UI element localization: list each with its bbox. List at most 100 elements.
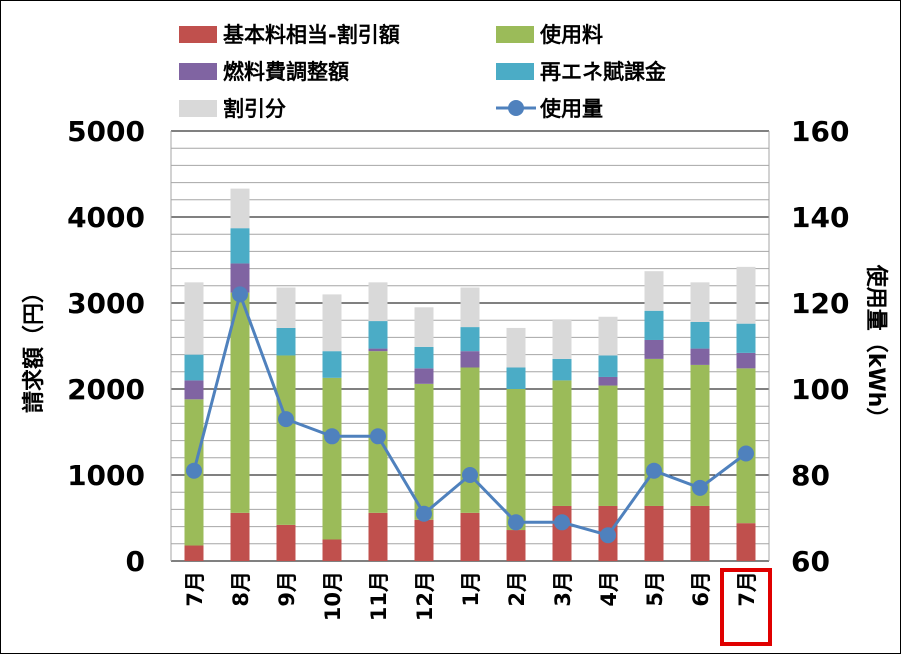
bar-segment [690, 321, 710, 349]
bar-segment [322, 377, 342, 540]
legend-label: 使用量 [539, 97, 603, 121]
usage-point [600, 527, 616, 544]
x-tick-label: 10月 [321, 571, 345, 621]
x-tick-label: 6月 [689, 571, 713, 607]
bar-segment [598, 355, 618, 377]
usage-line [186, 286, 754, 544]
usage-point [324, 428, 340, 445]
x-tick-label: 8月 [229, 571, 253, 607]
bar-segment [598, 376, 618, 386]
x-tick-label: 1月 [459, 571, 483, 607]
bar-segment [184, 545, 204, 561]
y2-tick-label: 100 [791, 373, 849, 406]
bar-segment [414, 307, 434, 347]
y-tick-label: 4000 [67, 201, 145, 234]
bar-segment [184, 380, 204, 400]
bar-segment [414, 346, 434, 369]
bar-segment [598, 385, 618, 506]
usage-point [278, 411, 294, 428]
x-tick-label: 5月 [643, 571, 667, 607]
axes: 0 1000 2000 3000 4000 5000 60 80 100 120 140 160 7月 8… [67, 115, 849, 646]
legend-label: 燃料費調整額 [223, 60, 349, 84]
legend-label: 使用料 [539, 23, 603, 47]
y2-tick-label: 140 [791, 201, 849, 234]
usage-point [462, 467, 478, 483]
usage-point [370, 428, 386, 445]
y2-tick-label: 60 [791, 545, 830, 578]
bar-segment [322, 539, 342, 561]
legend-label: 再エネ賦課金 [540, 60, 667, 84]
bar-segment [230, 228, 250, 264]
bar-segment [690, 348, 710, 365]
bar-segment [184, 282, 204, 355]
y-tick-label: 5000 [67, 115, 145, 148]
x-tick-label: 11月 [367, 571, 391, 621]
bar-segment [414, 383, 434, 520]
usage-point [186, 462, 202, 479]
bar-segment [368, 282, 388, 322]
legend-swatch [496, 26, 534, 43]
y-tick-label: 0 [126, 545, 145, 578]
bar-segment [230, 512, 250, 561]
bar-segment [230, 263, 250, 293]
usage-point [738, 445, 754, 462]
bar-segment [368, 512, 388, 561]
bar-segment [552, 358, 572, 381]
bar-segment [368, 348, 388, 352]
bar-segment [644, 339, 664, 359]
y-tick-label: 3000 [67, 287, 145, 320]
bar-segment [276, 287, 296, 328]
bar-segment [644, 271, 664, 311]
y2-axis-label: 使用量（kWh） [863, 264, 888, 430]
bar-segment [460, 351, 480, 368]
x-tick-label: 4月 [597, 571, 621, 607]
x-tick-label: 3月 [551, 571, 575, 607]
bar-segment [736, 323, 756, 353]
bar-segment [736, 523, 756, 561]
bar-segment [552, 505, 572, 561]
legend-marker [508, 100, 524, 116]
y2-tick-label: 80 [791, 459, 830, 492]
y2-tick-label: 120 [791, 287, 849, 320]
bar-segment [230, 188, 250, 229]
x-tick-label: 7月 [735, 571, 759, 607]
bar-segment [460, 512, 480, 561]
bar-segment [552, 319, 572, 359]
usage-point [692, 479, 708, 496]
legend-swatch [496, 63, 534, 80]
bar-segment [276, 355, 296, 525]
bar-segment [506, 389, 526, 531]
bar-segment [644, 310, 664, 340]
y-axis-label: 請求額（円） [21, 281, 47, 413]
bar-segment [736, 266, 756, 324]
highlight-box [720, 568, 772, 646]
usage-point [508, 514, 524, 531]
y-tick-label: 1000 [67, 459, 145, 492]
bar-segment [322, 351, 342, 378]
bar-segment [276, 327, 296, 356]
bar-segment [690, 505, 710, 561]
bar-segment [460, 327, 480, 352]
bar-segment [506, 327, 526, 368]
bar-segment [460, 367, 480, 513]
y2-tick-label: 160 [791, 115, 849, 148]
y-tick-label: 2000 [67, 373, 145, 406]
bar-segment [230, 292, 250, 513]
bar-segment [460, 287, 480, 328]
usage-point [232, 286, 248, 303]
bar-segment [506, 367, 526, 389]
bar-segment [276, 524, 296, 561]
usage-point [416, 505, 432, 522]
bar-segment [414, 519, 434, 561]
bar-segment [368, 321, 388, 349]
bar-segment [552, 380, 572, 506]
bar-segment [690, 282, 710, 322]
bar-segment [644, 505, 664, 561]
bar-segment [184, 354, 204, 381]
bar-segment [690, 364, 710, 506]
bar-segment [598, 316, 618, 356]
bar-segment [414, 368, 434, 384]
